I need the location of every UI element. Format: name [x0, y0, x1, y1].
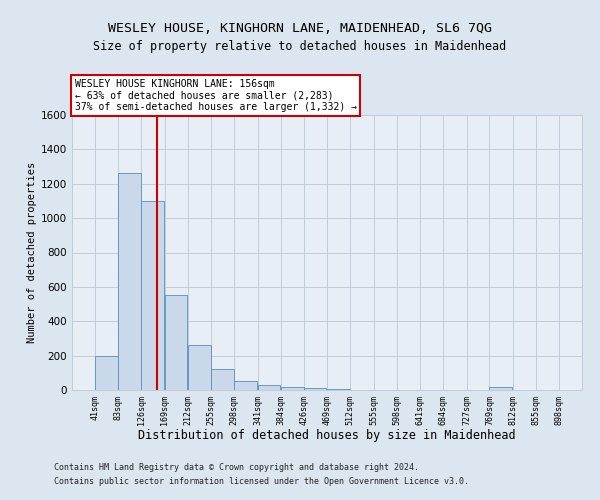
Bar — [235, 380, 257, 390]
Y-axis label: Number of detached properties: Number of detached properties — [27, 162, 37, 343]
Bar — [257, 385, 280, 390]
Bar — [164, 296, 187, 390]
Bar — [304, 388, 326, 390]
Bar — [188, 346, 211, 390]
Bar — [490, 388, 512, 390]
Bar — [118, 174, 140, 390]
Text: Contains public sector information licensed under the Open Government Licence v3: Contains public sector information licen… — [54, 477, 469, 486]
Text: WESLEY HOUSE, KINGHORN LANE, MAIDENHEAD, SL6 7QG: WESLEY HOUSE, KINGHORN LANE, MAIDENHEAD,… — [108, 22, 492, 36]
Bar — [281, 386, 304, 390]
Text: Size of property relative to detached houses in Maidenhead: Size of property relative to detached ho… — [94, 40, 506, 53]
Bar — [141, 201, 164, 390]
Bar — [327, 389, 350, 390]
Bar — [95, 356, 118, 390]
Bar — [211, 370, 234, 390]
X-axis label: Distribution of detached houses by size in Maidenhead: Distribution of detached houses by size … — [138, 429, 516, 442]
Text: Contains HM Land Registry data © Crown copyright and database right 2024.: Contains HM Land Registry data © Crown c… — [54, 464, 419, 472]
Text: WESLEY HOUSE KINGHORN LANE: 156sqm
← 63% of detached houses are smaller (2,283)
: WESLEY HOUSE KINGHORN LANE: 156sqm ← 63%… — [74, 79, 356, 112]
